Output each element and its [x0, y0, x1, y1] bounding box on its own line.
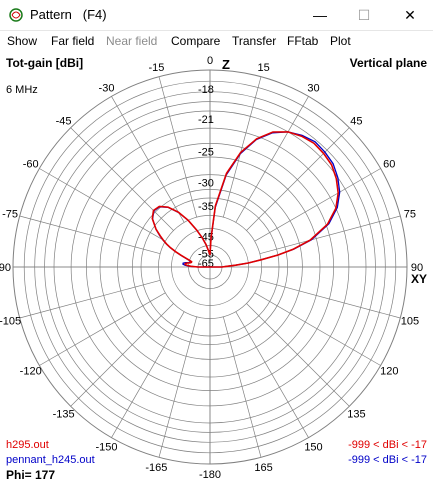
grid-spoke: [158, 76, 198, 218]
angle-label: 60: [383, 159, 395, 171]
minimize-button[interactable]: —: [313, 7, 327, 23]
angle-label: -30: [99, 83, 115, 95]
angle-label: -165: [145, 462, 167, 474]
plane-label: Vertical plane: [349, 56, 427, 70]
menu-transfer[interactable]: Transfer: [232, 34, 277, 48]
frequency-label: 6 MHz: [6, 84, 38, 96]
angle-label: -60: [23, 159, 39, 171]
grid-spoke: [222, 316, 262, 458]
angle-label: 0: [207, 55, 213, 67]
radial-labels: -18-21-25-30-35-45-55-65: [198, 84, 214, 270]
grid-spoke: [259, 215, 401, 255]
phi-label: Phi= 177: [6, 468, 56, 482]
angle-label: 150: [304, 441, 322, 453]
menu-fftab[interactable]: FFtab: [287, 34, 319, 48]
angle-label: 105: [401, 316, 419, 328]
title-bar: Pattern (F4) — ☐ ✕: [0, 0, 433, 31]
trace1-file: h295.out: [6, 439, 49, 451]
grid-spoke: [39, 292, 166, 366]
polar-plot-svg: 0 15 30 45 60 75 90 105 120 135 150 165 -180 -165 -150…: [0, 55, 423, 481]
trace-h295: [151, 131, 340, 268]
radial-label: -25: [198, 146, 214, 158]
angle-labels: 0 15 30 45 60 75 90 105 120 135 150 165 -180 -165 -150…: [0, 55, 423, 481]
angle-label: -150: [95, 441, 117, 453]
grid-spoke: [39, 168, 166, 242]
angle-label: -15: [148, 62, 164, 74]
grid-spoke: [235, 96, 309, 223]
app-icon: [9, 8, 23, 22]
grid-spoke: [19, 215, 161, 255]
radial-label: -18: [198, 84, 214, 96]
maximize-button[interactable]: ☐: [357, 7, 371, 23]
grid-spoke: [259, 279, 401, 319]
trace2-file: pennant_h245.out: [6, 454, 95, 466]
grid-spoke: [70, 127, 174, 231]
menu-show[interactable]: Show: [7, 34, 38, 48]
radial-label: -30: [198, 178, 214, 190]
polar-grid: [12, 69, 408, 465]
quantity-label: Tot-gain [dBi]: [6, 56, 84, 70]
angle-label: 45: [350, 116, 362, 128]
radial-label: -65: [198, 258, 214, 270]
angle-label: -45: [56, 116, 72, 128]
radial-label: -35: [198, 201, 214, 213]
menu-compare[interactable]: Compare: [171, 34, 221, 48]
menu-plot[interactable]: Plot: [330, 34, 351, 48]
grid-spoke: [111, 311, 185, 438]
angle-label: -90: [0, 262, 11, 274]
angle-label: -135: [53, 408, 75, 420]
close-button[interactable]: ✕: [404, 7, 416, 23]
angle-label: -105: [0, 316, 21, 328]
angle-label: 15: [257, 62, 269, 74]
menu-far-field[interactable]: Far field: [51, 34, 95, 48]
angle-label: -180: [199, 469, 221, 481]
grid-spoke: [111, 96, 185, 223]
menu-bar: Show Far field Near field Compare Transf…: [0, 31, 433, 51]
angle-label: -120: [20, 366, 42, 378]
grid-spoke: [246, 303, 350, 407]
angle-label: 75: [404, 208, 416, 220]
grid-spoke: [246, 127, 350, 231]
radial-label: -45: [198, 232, 214, 244]
angle-label: 135: [347, 408, 365, 420]
grid-spoke: [19, 279, 161, 319]
gain-traces: [151, 131, 341, 268]
window-title: Pattern (F4): [30, 7, 107, 22]
z-axis-label: Z: [222, 57, 230, 72]
angle-label: 120: [380, 366, 398, 378]
trace2-range: -999 < dBi < -17: [348, 454, 427, 466]
menu-near-field[interactable]: Near field: [106, 34, 158, 48]
grid-spoke: [254, 292, 381, 366]
grid-spoke: [222, 76, 262, 218]
angle-label: 165: [254, 462, 272, 474]
grid-spoke: [235, 311, 309, 438]
grid-spoke: [158, 316, 198, 458]
angle-label: 30: [307, 83, 319, 95]
angle-label: 90: [411, 262, 423, 274]
pattern-plot[interactable]: 0 15 30 45 60 75 90 105 120 135 150 165 -180 -165 -150…: [0, 51, 433, 483]
trace1-range: -999 < dBi < -17: [348, 439, 427, 451]
radial-label: -21: [198, 114, 214, 126]
angle-label: -75: [2, 208, 18, 220]
xy-axis-label: XY: [411, 272, 428, 286]
trace-pennant-h245: [151, 131, 341, 268]
grid-spoke: [70, 303, 174, 407]
grid-spoke: [254, 168, 381, 242]
